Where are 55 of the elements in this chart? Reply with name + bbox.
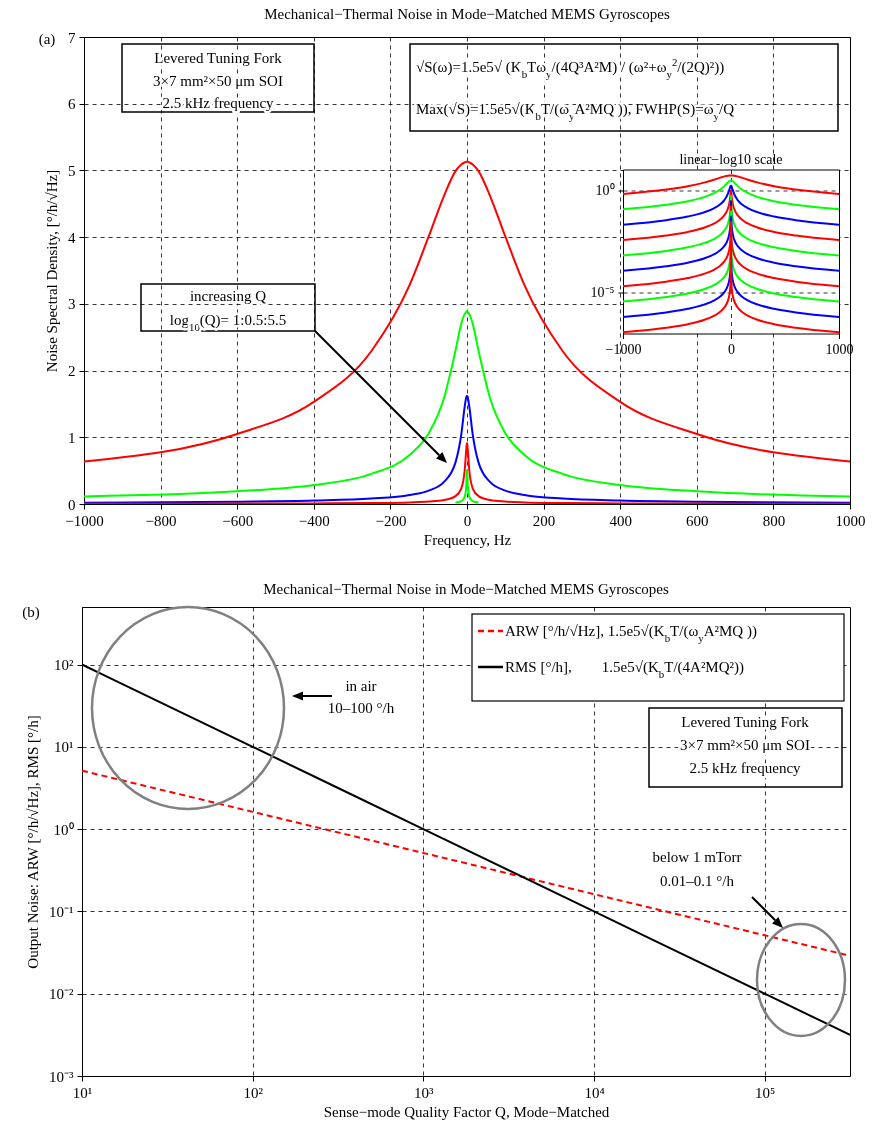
x-tick-label: 800: [762, 512, 786, 529]
text: (a): [38, 31, 56, 48]
annotation: below 1 mTorr 0.01–0.1 °/h: [652, 849, 742, 889]
x-tick-label: −600: [222, 512, 254, 529]
x-tick-label: −1000: [605, 342, 642, 357]
chart-title: Mechanical−Thermal Noise in Mode−Matched MEMS Gyroscopes: [263, 581, 669, 597]
legend-label: ARW [°/h/√Hz], 1.5e5√(K$_{b}$T/(ω$_{y}$A²MQ )): [505, 623, 757, 644]
y-tick-label: 10¹: [54, 739, 74, 756]
x-tick-label: 400: [609, 512, 632, 529]
line-series: [454, 468, 480, 504]
x-tick-label: 10⁴: [584, 1084, 605, 1101]
y-axis-title: Noise Spectral Density, [°/h/√Hz]: [44, 169, 60, 373]
y-tick-label: 10⁻⁵: [590, 285, 615, 300]
x-tick-label: −400: [298, 512, 330, 529]
chart-title: Mechanical−Thermal Noise in Mode−Matched MEMS Gyroscopes: [264, 6, 670, 22]
y-tick-label: 10⁻¹: [49, 903, 74, 920]
line-series: [84, 442, 850, 504]
line-series: [623, 179, 839, 211]
line-series: [623, 184, 839, 226]
x-tick-label: 600: [686, 512, 709, 529]
y-tick-label: 2: [68, 363, 76, 380]
x-tick-label: 0: [728, 342, 735, 357]
y-tick-label: 10⁰: [53, 821, 74, 838]
y-tick-label: 3: [68, 296, 76, 313]
y-tick-label: 1: [68, 429, 76, 446]
x-tick-label: 0: [463, 512, 472, 529]
text: (b): [22, 604, 40, 621]
line-series: [623, 174, 839, 196]
x-tick-label: 10²: [243, 1084, 264, 1101]
x-tick-label: 200: [532, 512, 556, 529]
line-series: [623, 200, 839, 272]
x-tick-label: −200: [375, 512, 407, 529]
x-tick-label: 10³: [414, 1084, 435, 1101]
y-tick-label: 6: [68, 96, 76, 113]
x-axis-title: Frequency, Hz: [423, 531, 512, 548]
x-tick-label: 1000: [835, 512, 866, 529]
annotation: Levered Tuning Fork 3×7 mm²×50 μm SOI 2.5 kHz frequency: [680, 714, 810, 776]
x-tick-label: 10⁵: [755, 1084, 776, 1101]
annotation: Levered Tuning Fork 3×7 mm²×50 μm SOI 2.5 kHz frequency: [153, 50, 283, 111]
annotation: in air 10–100 °/h: [327, 678, 395, 716]
y-axis-title: Output Noise: ARW [°/h/√Hz], RMS [°/h]: [25, 715, 41, 969]
legend-label: RMS [°/h], 1.5e5√(K$_{b}$T/(4A²MQ²)): [505, 659, 745, 680]
y-tick-label: 10⁻²: [49, 986, 74, 1003]
chart-title: linear−log10 scale: [679, 151, 783, 167]
y-tick-label: 10²: [54, 657, 74, 674]
x-tick-label: −1000: [65, 512, 104, 529]
y-tick-label: 4: [68, 229, 76, 246]
y-tick-label: 10⁻³: [49, 1068, 74, 1085]
y-tick-label: 5: [68, 162, 76, 179]
y-tick-label: 0: [68, 496, 76, 513]
y-tick-label: 7: [68, 29, 76, 46]
x-axis-title: Sense−mode Quality Factor Q, Mode−Matched: [323, 1103, 610, 1120]
line-series: [84, 394, 850, 504]
x-tick-label: −800: [145, 512, 177, 529]
y-tick-label: 10⁰: [595, 182, 615, 198]
